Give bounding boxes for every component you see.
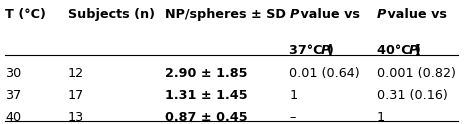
Text: P: P	[321, 44, 330, 57]
Text: 13: 13	[68, 111, 84, 124]
Text: 1: 1	[289, 89, 297, 102]
Text: 40°C (: 40°C (	[377, 44, 421, 57]
Text: P: P	[409, 44, 418, 57]
Text: 0.001 (0.82): 0.001 (0.82)	[377, 67, 456, 80]
Text: 1.31 ± 1.45: 1.31 ± 1.45	[164, 89, 247, 102]
Text: Subjects (n): Subjects (n)	[68, 8, 155, 21]
Text: value vs: value vs	[383, 8, 447, 21]
Text: 37: 37	[5, 89, 21, 102]
Text: P: P	[289, 8, 299, 21]
Text: ): )	[415, 44, 421, 57]
Text: ): )	[328, 44, 333, 57]
Text: –: –	[289, 111, 296, 124]
Text: NP/spheres ± SD: NP/spheres ± SD	[164, 8, 285, 21]
Text: 0.01 (0.64): 0.01 (0.64)	[289, 67, 360, 80]
Text: 12: 12	[68, 67, 84, 80]
Text: 0.31 (0.16): 0.31 (0.16)	[377, 89, 448, 102]
Text: 2.90 ± 1.85: 2.90 ± 1.85	[164, 67, 247, 80]
Text: 30: 30	[5, 67, 21, 80]
Text: 0.87 ± 0.45: 0.87 ± 0.45	[164, 111, 247, 124]
Text: 40: 40	[5, 111, 21, 124]
Text: 37°C (: 37°C (	[289, 44, 333, 57]
Text: value vs: value vs	[296, 8, 360, 21]
Text: 17: 17	[68, 89, 84, 102]
Text: 1: 1	[377, 111, 385, 124]
Text: P: P	[377, 8, 386, 21]
Text: T (°C): T (°C)	[5, 8, 46, 21]
